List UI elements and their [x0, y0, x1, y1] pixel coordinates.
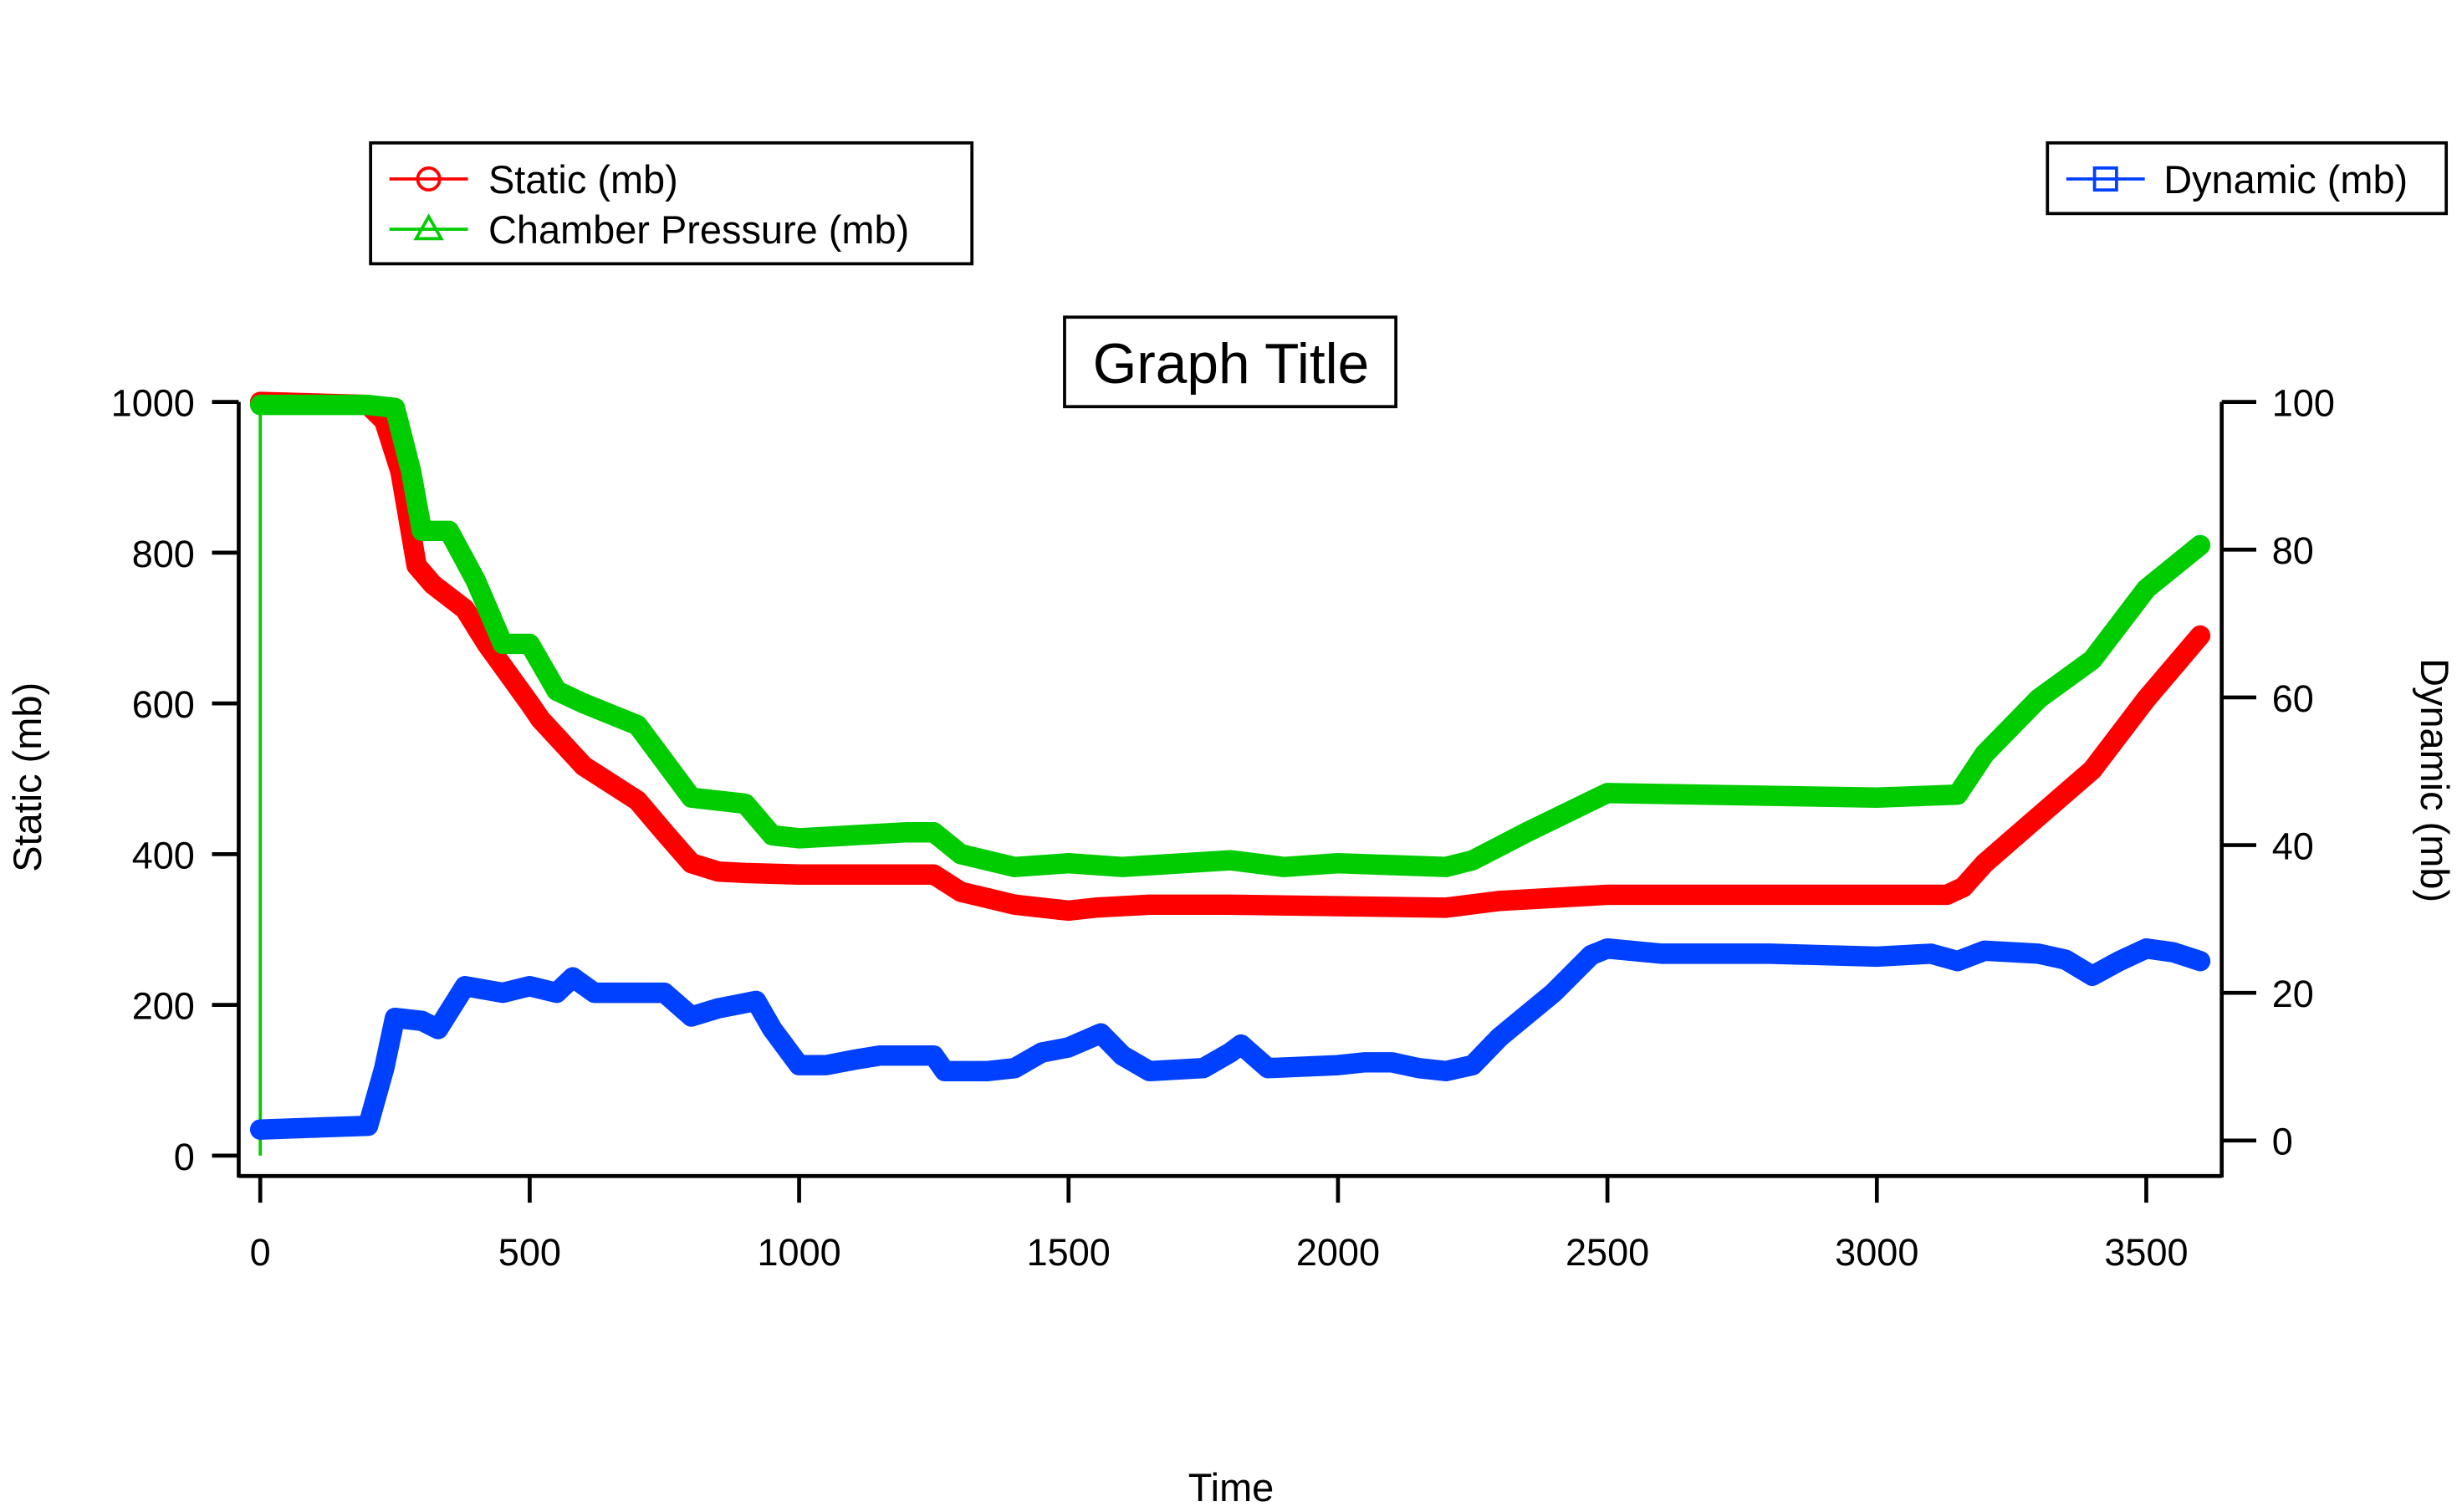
y-right-tick-label: 100 — [2272, 382, 2335, 425]
chamber-pressure-series-line — [249, 394, 2211, 877]
legend-left: Static (mb) Chamber Pressure (mb) — [369, 140, 974, 266]
legend-static-label: Static (mb) — [488, 158, 678, 202]
triangle-marker-icon — [413, 213, 444, 241]
legend-dynamic-label: Dynamic (mb) — [2163, 158, 2408, 202]
y-left-tick-label: 0 — [174, 1136, 195, 1178]
y-right-axis-label: Dynamic (mb) — [2413, 658, 2456, 902]
y-right-tick-label: 60 — [2272, 677, 2314, 720]
circle-marker-icon — [416, 166, 442, 192]
y-right-tick-label: 0 — [2272, 1121, 2293, 1163]
x-tick-label: 3000 — [1835, 1231, 1918, 1274]
y-right-tick-label: 20 — [2272, 973, 2314, 1015]
x-tick-label: 1500 — [1027, 1231, 1111, 1274]
axes: 0 500 1000 1500 2000 2500 3000 3500020040060080… — [111, 382, 2335, 1274]
y-left-axis-label: Static (mb) — [6, 682, 49, 872]
x-tick-label: 1000 — [757, 1231, 840, 1274]
x-tick-label: 500 — [498, 1231, 561, 1274]
y-left-tick-label: 800 — [132, 533, 195, 575]
square-marker-icon — [2092, 166, 2118, 192]
chart-title: Graph Title — [1093, 333, 1370, 396]
x-tick-label: 2000 — [1296, 1231, 1380, 1274]
series-group — [249, 391, 2211, 1156]
title-box: Graph Title — [1063, 315, 1398, 409]
legend-right: Dynamic (mb) — [2046, 140, 2449, 216]
x-axis-label: Time — [1188, 1466, 1274, 1509]
y-left-tick-label: 600 — [132, 683, 195, 726]
dynamic-series-line — [249, 937, 2211, 1140]
static-series-line — [249, 391, 2211, 922]
x-tick-label: 3500 — [2104, 1231, 2188, 1274]
y-left-tick-label: 200 — [132, 985, 195, 1028]
y-right-tick-label: 80 — [2272, 529, 2314, 572]
x-tick-label: 0 — [250, 1231, 271, 1274]
x-tick-label: 2500 — [1566, 1231, 1649, 1274]
y-left-tick-label: 400 — [132, 834, 195, 876]
y-right-tick-label: 40 — [2272, 825, 2314, 867]
y-left-tick-label: 1000 — [111, 382, 195, 425]
legend-chamber-label: Chamber Pressure (mb) — [488, 208, 909, 252]
